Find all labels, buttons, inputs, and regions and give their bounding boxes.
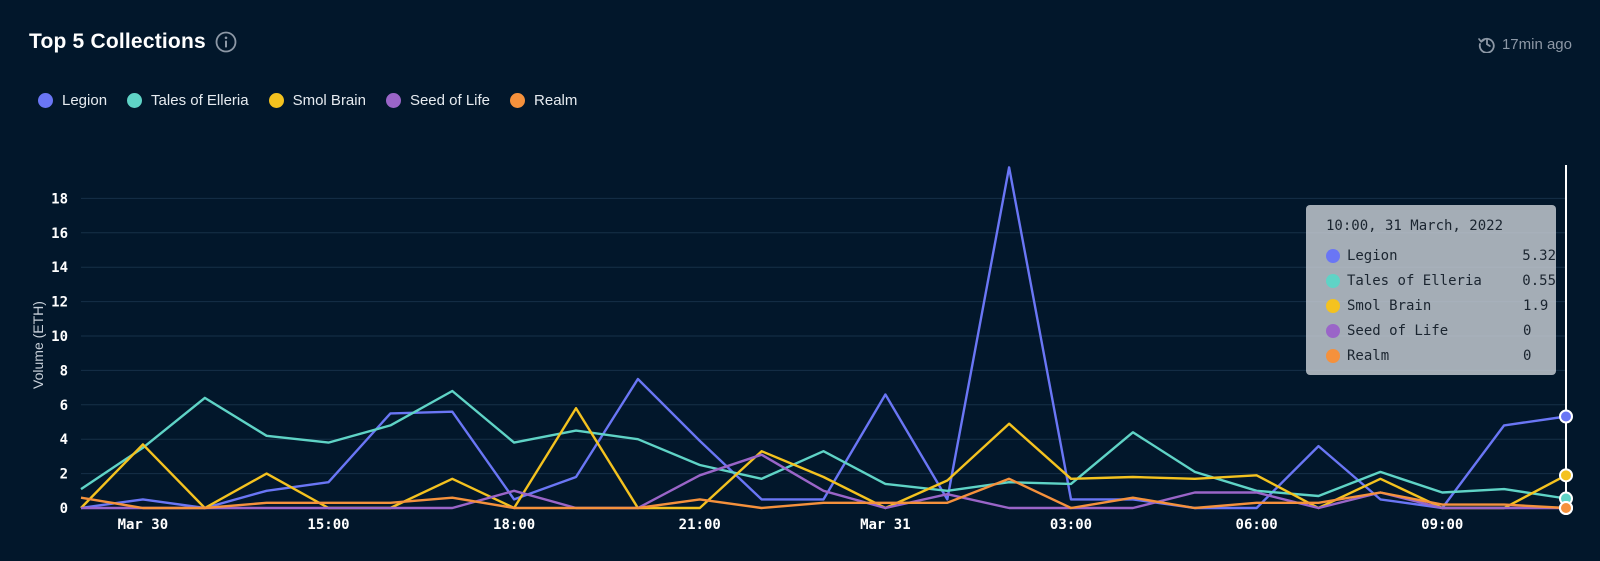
series-line-realm — [80, 477, 1567, 510]
legend-dot — [38, 93, 53, 108]
hover-point-smol-brain — [1559, 468, 1573, 483]
last-updated: 17min ago — [1478, 35, 1572, 54]
chart-tooltip: 10:00, 31 March, 2022 Legion 5.32 Tales … — [1306, 205, 1556, 375]
x-tick-label: Mar 31 — [860, 517, 911, 533]
tooltip-value: 1.9 — [1523, 297, 1549, 314]
y-tick-label: 8 — [60, 363, 68, 379]
x-tick-label: Mar 30 — [118, 517, 169, 533]
tooltip-value: 0 — [1523, 322, 1532, 339]
y-tick-label: 18 — [51, 191, 68, 207]
tooltip-value: 0 — [1523, 347, 1532, 364]
tooltip-dot — [1326, 273, 1340, 288]
legend-item-legion[interactable]: Legion — [38, 92, 107, 109]
updated-text: 17min ago — [1501, 35, 1572, 53]
legend-label: Realm — [534, 92, 578, 109]
tooltip-row: Seed of Life 0 — [1326, 318, 1556, 343]
tooltip-series-name: Tales of Elleria — [1346, 272, 1482, 289]
tooltip-series-name: Realm — [1347, 347, 1390, 364]
y-tick-label: 14 — [51, 260, 68, 276]
tooltip-value: 5.32 — [1522, 247, 1556, 264]
tooltip-series-name: Smol Brain — [1347, 297, 1432, 314]
hover-point-legion — [1559, 409, 1573, 424]
page-title: Top 5 Collections — [29, 30, 206, 53]
series-line-tales-of-elleria — [80, 389, 1567, 500]
tooltip-row: Realm 0 — [1326, 343, 1556, 368]
legend-item-tales-of-elleria[interactable]: Tales of Elleria — [127, 92, 249, 109]
legend-dot — [385, 93, 401, 108]
y-tick-label: 6 — [60, 398, 68, 414]
info-icon[interactable] — [215, 31, 237, 53]
legend-dot — [510, 93, 526, 108]
tooltip-row: Legion 5.32 — [1326, 243, 1556, 268]
x-tick-label: 03:00 — [1050, 517, 1092, 533]
legend-item-realm[interactable]: Realm — [510, 92, 577, 109]
legend-label: Legion — [62, 92, 108, 109]
tooltip-dot — [1326, 348, 1340, 363]
series-line-legion — [80, 166, 1567, 510]
tooltip-title: 10:00, 31 March, 2022 — [1326, 218, 1504, 234]
legend-label: Seed of Life — [409, 92, 491, 109]
series-line-smol-brain — [80, 407, 1567, 510]
x-tick-label: 18:00 — [493, 517, 535, 533]
y-tick-label: 4 — [60, 432, 68, 448]
y-tick-label: 0 — [60, 501, 68, 517]
legend-item-seed-of-life[interactable]: Seed of Life — [385, 92, 491, 109]
chart-legend: Legion Tales of Elleria Smol Brain Seed … — [38, 92, 597, 109]
x-tick-label: 06:00 — [1236, 517, 1278, 533]
legend-label: Smol Brain — [292, 92, 366, 109]
y-tick-label: 16 — [51, 226, 68, 242]
chart-header: Top 5 Collections — [29, 30, 237, 54]
tooltip-dot — [1326, 248, 1340, 263]
tooltip-series-name: Legion — [1346, 247, 1398, 264]
tooltip-row: Smol Brain 1.9 — [1326, 293, 1556, 318]
tooltip-value: 0.55 — [1522, 272, 1556, 289]
series-line-seed-of-life — [81, 453, 1566, 510]
tooltip-series-name: Seed of Life — [1347, 322, 1449, 339]
y-tick-label: 2 — [60, 467, 68, 483]
y-axis-label: Volume (ETH) — [30, 301, 46, 389]
x-tick-label: 21:00 — [679, 517, 721, 533]
refresh-clock-icon[interactable] — [1478, 35, 1496, 54]
x-tick-label: 15:00 — [307, 517, 349, 533]
tooltip-dot — [1326, 298, 1340, 313]
tooltip-dot — [1326, 323, 1340, 338]
x-tick-label: 09:00 — [1421, 517, 1463, 533]
tooltip-row: Tales of Elleria 0.55 — [1326, 268, 1556, 293]
legend-label: Tales of Elleria — [151, 92, 249, 109]
hover-point-realm — [1559, 501, 1573, 515]
legend-item-smol-brain[interactable]: Smol Brain — [268, 92, 366, 109]
y-tick-label: 12 — [51, 295, 68, 311]
legend-dot — [127, 93, 143, 108]
legend-dot — [268, 93, 284, 108]
y-tick-label: 10 — [51, 329, 68, 345]
